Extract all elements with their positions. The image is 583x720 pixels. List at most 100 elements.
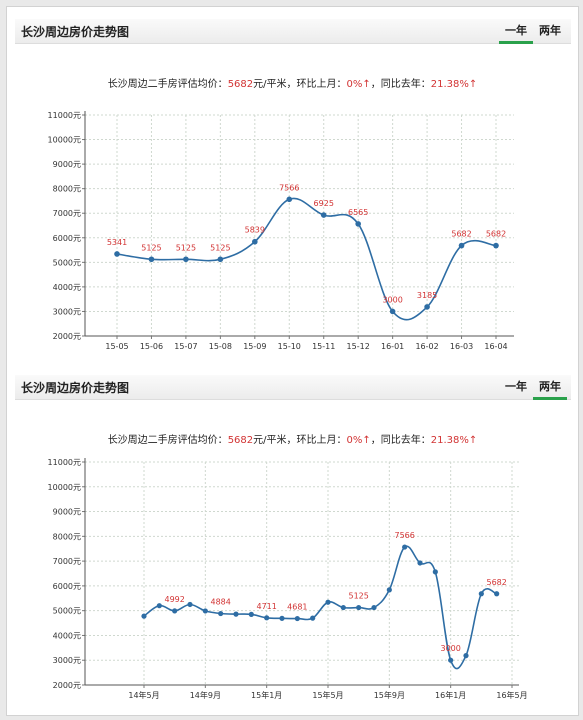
data-point [218, 610, 224, 617]
y-tick-label: 2000元 [53, 332, 81, 341]
x-tick-label: 15-10 [278, 342, 301, 351]
y-tick-label: 5000元 [53, 258, 81, 267]
data-point [279, 615, 285, 621]
data-point [402, 544, 408, 550]
summary-yoy-prefix: ，同比去年： [370, 79, 431, 90]
data-point [371, 604, 377, 611]
y-tick-label: 3000元 [53, 656, 81, 665]
summary-yoy: 21.38% [430, 435, 469, 446]
price-summary: 长沙周边二手房评估均价：5682元/平米，环比上月：0%↑，同比去年：21.38… [7, 75, 578, 90]
summary-mom-arrow: ↑ [362, 79, 371, 90]
data-point [478, 591, 484, 597]
summary-yoy-prefix: ，同比去年： [370, 435, 431, 446]
summary-yoy-arrow: ↑ [468, 435, 478, 446]
data-point [340, 604, 346, 611]
y-tick-label: 11000元 [48, 111, 81, 120]
y-tick-label: 10000元 [48, 136, 81, 145]
y-tick-label: 9000元 [53, 508, 81, 517]
x-tick-label: 15-11 [312, 342, 335, 351]
data-point [424, 304, 430, 310]
range-tabs: 一年 两年 [499, 378, 567, 400]
data-point [493, 242, 499, 249]
x-tick-label: 16年5月 [496, 690, 527, 700]
data-label: 3000 [382, 295, 402, 304]
summary-mom: 0% [346, 435, 363, 446]
x-tick-label: 16-02 [415, 342, 438, 351]
data-label: 4681 [287, 603, 307, 612]
panel-title: 长沙周边房价走势图 [21, 25, 130, 39]
data-point [187, 601, 193, 608]
y-tick-label: 3000元 [53, 307, 81, 316]
page-frame: 长沙周边房价走势图 一年 两年 长沙周边二手房评估均价：5682元/平米，环比上… [6, 6, 579, 716]
x-tick-label: 16年1月 [435, 690, 466, 700]
data-point [172, 608, 178, 614]
y-tick-label: 8000元 [53, 185, 81, 194]
summary-prefix: 长沙周边二手房评估均价： [107, 435, 228, 446]
data-point [310, 615, 316, 621]
tab-two-year[interactable]: 两年 [539, 24, 561, 37]
data-label: 5341 [107, 238, 127, 247]
data-point [264, 615, 270, 621]
x-tick-label: 15年9月 [374, 690, 405, 700]
data-label: 7566 [394, 531, 414, 540]
data-label: 5125 [176, 243, 196, 252]
tab-one-year[interactable]: 一年 [505, 380, 527, 393]
data-point [463, 653, 469, 659]
x-tick-label: 16-04 [484, 342, 507, 351]
data-point [448, 657, 454, 663]
y-tick-label: 4000元 [53, 283, 81, 292]
summary-yoy: 21.38% [430, 79, 469, 90]
x-tick-label: 16-01 [381, 342, 404, 351]
data-label: 6565 [348, 208, 368, 217]
x-tick-label: 15-12 [347, 342, 370, 351]
summary-mom: 0% [346, 79, 363, 90]
x-tick-label: 15年5月 [312, 690, 343, 700]
data-label: 6925 [314, 199, 334, 208]
panel-title: 长沙周边房价走势图 [21, 381, 130, 395]
x-tick-label: 15-07 [174, 342, 197, 351]
data-label: 4711 [256, 602, 276, 611]
y-tick-label: 2000元 [53, 681, 81, 690]
range-tabs: 一年 两年 [499, 22, 567, 44]
y-tick-label: 7000元 [53, 557, 81, 566]
x-tick-label: 16-03 [450, 342, 473, 351]
series-line [116, 197, 497, 321]
tab-one-year[interactable]: 一年 [499, 22, 533, 44]
y-tick-label: 8000元 [53, 532, 81, 541]
x-tick-label: 15-08 [209, 342, 232, 351]
chart-panel-one-year: 长沙周边房价走势图 一年 两年 长沙周边二手房评估均价：5682元/平米，环比上… [7, 7, 578, 359]
data-label: 5125 [348, 592, 368, 601]
data-label: 5682 [451, 230, 471, 239]
tab-two-year[interactable]: 两年 [533, 378, 567, 400]
x-tick-label: 15年1月 [251, 690, 282, 700]
y-tick-label: 5000元 [53, 607, 81, 616]
y-tick-label: 9000元 [53, 160, 81, 169]
summary-price: 5682 [227, 435, 254, 446]
summary-price: 5682 [227, 79, 254, 90]
summary-yoy-arrow: ↑ [468, 79, 478, 90]
data-label: 5682 [486, 578, 506, 587]
summary-unit: 元/平米，环比上月： [253, 79, 347, 90]
data-point [233, 611, 239, 617]
data-point [417, 560, 423, 566]
summary-unit: 元/平米，环比上月： [253, 435, 347, 446]
data-label: 5125 [210, 243, 230, 252]
data-point [286, 196, 293, 203]
data-label: 4884 [210, 598, 230, 607]
data-label: 7566 [279, 183, 299, 192]
y-tick-label: 6000元 [53, 582, 81, 591]
x-tick-label: 14年9月 [190, 690, 221, 700]
data-point [248, 611, 254, 617]
data-point [458, 242, 465, 249]
panel-header: 长沙周边房价走势图 一年 两年 [15, 375, 571, 400]
data-label: 3000 [440, 644, 460, 653]
summary-prefix: 长沙周边二手房评估均价： [107, 79, 228, 90]
data-label: 4992 [164, 595, 184, 604]
summary-mom-arrow: ↑ [362, 435, 371, 446]
data-point [389, 308, 396, 315]
data-point [217, 256, 224, 263]
line-chart-one-year: 2000元 3000元 4000元 5000元 6000元 7000元 8000元 9000元… [48, 111, 514, 351]
data-point [294, 615, 300, 622]
y-tick-label: 10000元 [48, 483, 81, 492]
data-point [141, 613, 147, 619]
